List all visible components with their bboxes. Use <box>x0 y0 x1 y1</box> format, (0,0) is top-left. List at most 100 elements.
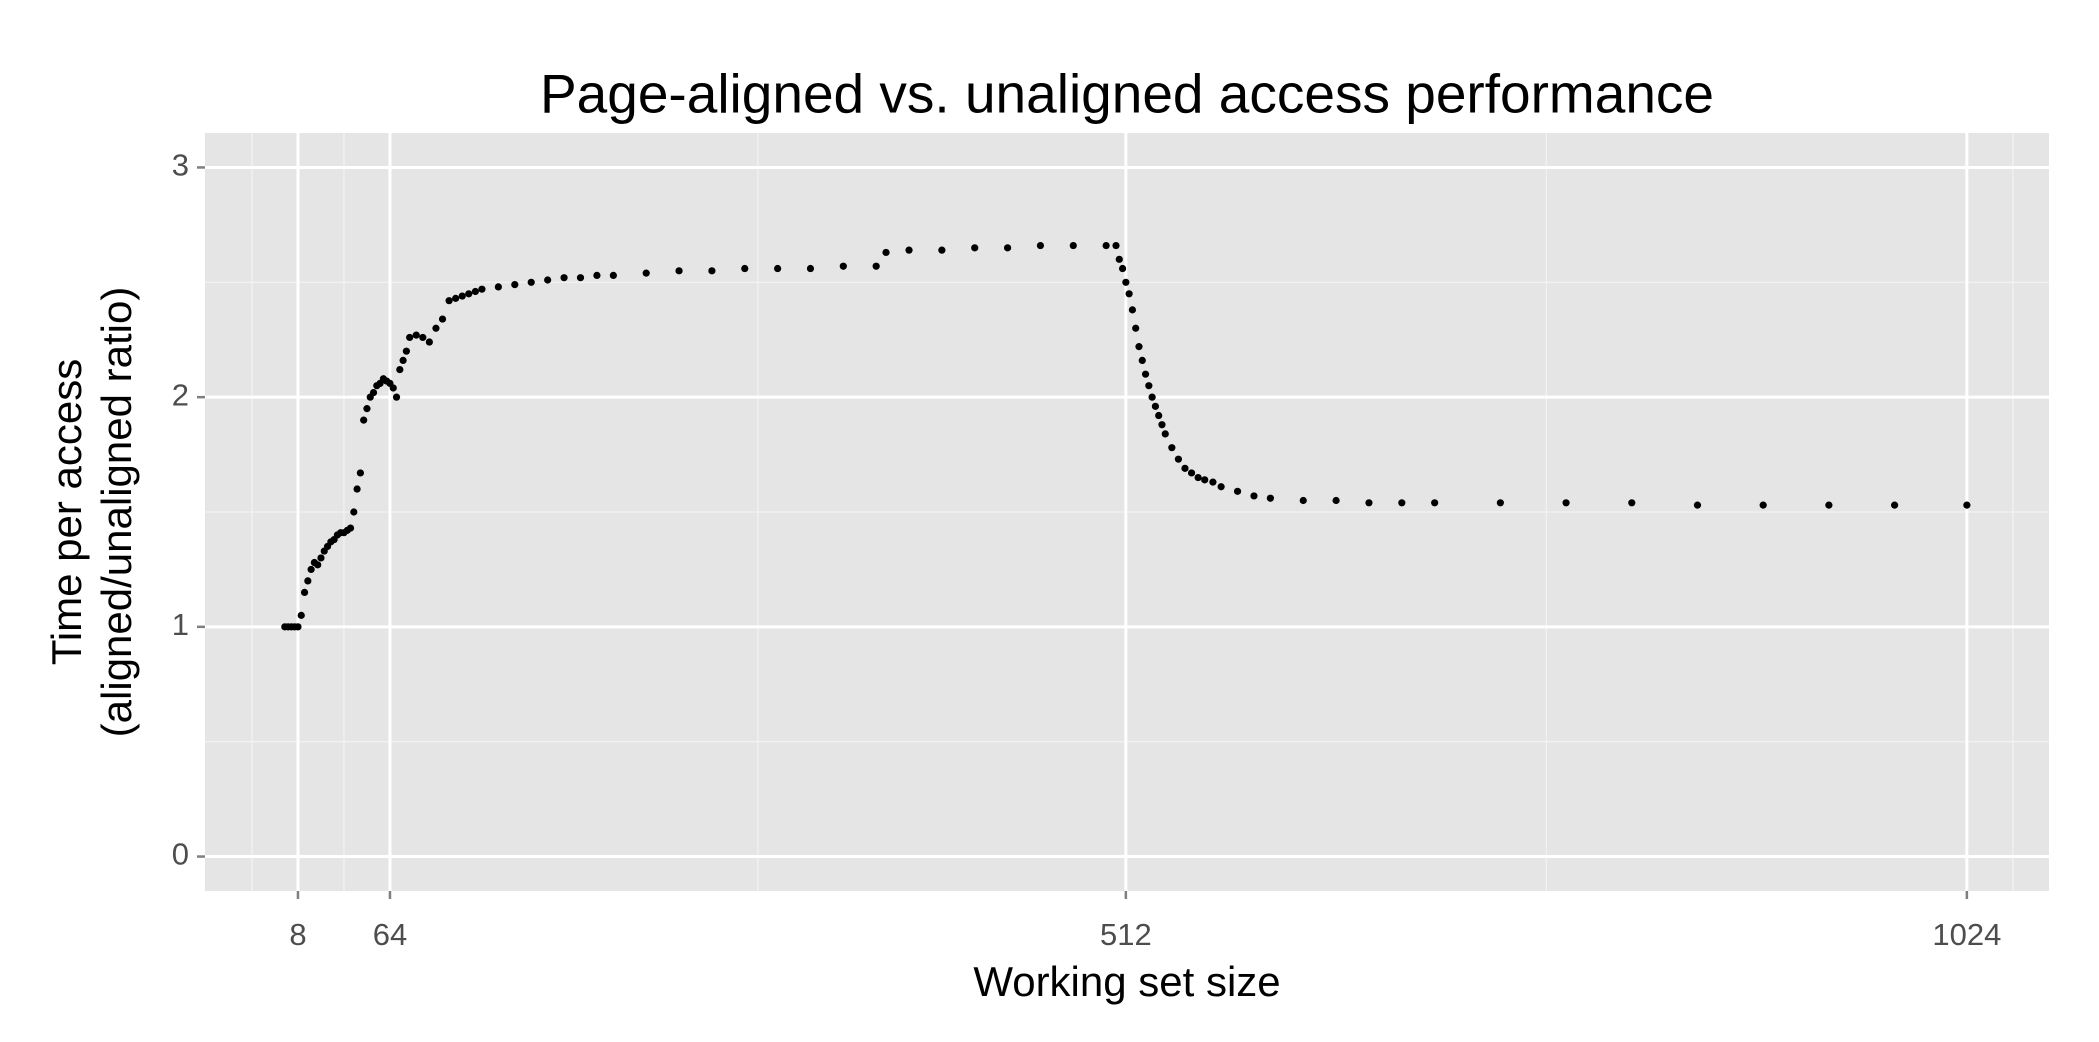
data-point <box>1174 455 1183 463</box>
data-point <box>1112 241 1120 250</box>
data-point <box>1759 501 1767 509</box>
data-point <box>406 333 414 342</box>
y-axis-title-line: Time per access <box>43 359 90 666</box>
data-point <box>1138 356 1146 364</box>
y-tick-label: 1 <box>172 607 189 642</box>
data-point <box>300 588 309 596</box>
data-point <box>445 297 453 305</box>
data-point <box>872 262 880 270</box>
chart-title: Page-aligned vs. unaligned access perfor… <box>540 63 1714 125</box>
data-point <box>307 565 315 574</box>
data-point <box>350 508 358 516</box>
data-point <box>1145 382 1153 390</box>
data-point <box>402 347 410 355</box>
data-point <box>1201 476 1209 484</box>
data-point <box>396 365 404 374</box>
data-point <box>346 524 355 532</box>
y-tick-label: 3 <box>172 148 189 183</box>
data-point <box>1209 478 1217 486</box>
y-tick-label: 0 <box>172 837 189 872</box>
data-point <box>971 244 979 252</box>
data-point <box>905 246 913 254</box>
data-point <box>363 405 371 413</box>
data-point <box>593 271 601 280</box>
data-point <box>1825 501 1833 509</box>
data-point <box>1562 499 1570 507</box>
data-point <box>458 292 466 300</box>
data-point <box>1233 487 1242 495</box>
data-point <box>1118 264 1127 273</box>
data-point <box>478 285 486 293</box>
data-point <box>1135 343 1143 351</box>
data-point <box>353 485 361 493</box>
data-point <box>419 333 427 342</box>
data-point <box>741 264 749 273</box>
data-point <box>642 269 650 277</box>
data-point <box>356 469 364 477</box>
data-point <box>314 561 322 569</box>
data-point <box>1122 278 1130 286</box>
data-point <box>1155 411 1163 420</box>
data-point <box>1365 499 1373 507</box>
data-point <box>360 416 368 424</box>
y-tick-label: 2 <box>172 377 189 412</box>
data-point <box>1151 402 1160 410</box>
data-point <box>1963 501 1971 509</box>
data-point <box>1693 501 1702 509</box>
data-point <box>938 246 946 254</box>
x-tick-label: 1024 <box>1932 917 2001 952</box>
data-point <box>1398 499 1406 507</box>
data-point <box>1125 290 1133 298</box>
data-point <box>399 356 407 364</box>
data-point <box>1069 241 1077 250</box>
data-point <box>1628 499 1636 507</box>
data-point <box>1036 241 1045 250</box>
data-point <box>675 267 683 275</box>
data-point <box>369 388 378 397</box>
data-point <box>1250 492 1258 500</box>
data-point <box>1187 469 1196 477</box>
data-point <box>452 294 460 302</box>
data-point <box>527 278 535 286</box>
data-point <box>1890 501 1899 509</box>
data-point <box>1194 473 1202 482</box>
data-point <box>511 281 519 289</box>
data-point <box>544 276 552 284</box>
data-point <box>1431 499 1439 507</box>
data-point <box>1158 421 1166 429</box>
data-point <box>839 262 847 270</box>
data-point <box>465 290 473 298</box>
x-tick-label: 512 <box>1100 917 1152 952</box>
data-point <box>438 315 447 323</box>
x-tick-label: 64 <box>373 917 407 952</box>
data-point <box>774 264 782 273</box>
data-point <box>389 384 397 392</box>
data-point <box>392 393 401 401</box>
y-axis-title: Time per access (aligned/unaligned ratio… <box>43 287 140 738</box>
data-point <box>560 274 568 282</box>
data-point <box>609 271 617 280</box>
data-point <box>1148 393 1156 401</box>
data-point <box>425 338 433 346</box>
data-point <box>1161 430 1169 438</box>
x-axis-title: Working set size <box>973 958 1280 1005</box>
data-point <box>882 248 890 257</box>
data-point <box>1128 306 1137 314</box>
data-point <box>1266 494 1275 502</box>
data-point <box>1217 483 1225 491</box>
data-point <box>317 554 325 562</box>
data-point <box>1132 324 1140 332</box>
data-point <box>708 267 716 275</box>
data-point <box>1003 244 1012 252</box>
data-point <box>1141 370 1150 378</box>
data-point <box>1332 496 1340 505</box>
data-point <box>1496 499 1504 507</box>
data-point <box>297 611 305 619</box>
data-point <box>1181 464 1189 472</box>
data-point <box>1102 241 1110 250</box>
data-point <box>304 577 312 585</box>
data-point <box>806 264 815 273</box>
data-point <box>576 274 585 282</box>
